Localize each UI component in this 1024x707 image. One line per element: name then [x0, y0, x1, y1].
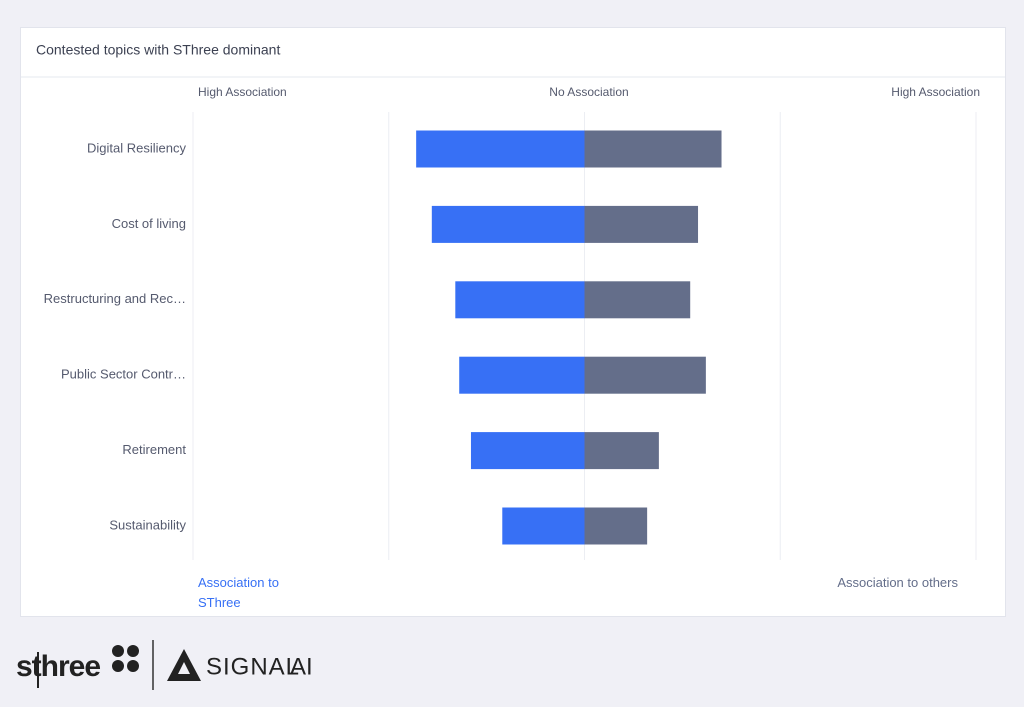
- y-tick-label: Cost of living: [112, 216, 186, 231]
- brand-dot: [112, 660, 124, 672]
- bar: [416, 130, 585, 168]
- brand-name: sthree: [16, 650, 100, 683]
- partner-name: SIGNAL: [206, 653, 300, 680]
- bar: [431, 205, 585, 243]
- legend-entry: Association to SThree: [198, 575, 279, 610]
- bar: [584, 205, 699, 243]
- bar: [584, 281, 691, 319]
- y-tick-label: Digital Resiliency: [87, 140, 186, 155]
- bar: [584, 130, 722, 168]
- bar: [584, 507, 648, 545]
- bar: [455, 281, 585, 319]
- brand-dot: [112, 645, 124, 657]
- bar: [502, 507, 585, 545]
- brand-dot: [127, 660, 139, 672]
- brand-logo: sthree: [16, 645, 139, 688]
- legend-entry: Association to others: [837, 575, 958, 590]
- bar: [584, 356, 706, 394]
- bar: [459, 356, 585, 394]
- partner-icon: [167, 649, 201, 681]
- bar: [470, 432, 585, 470]
- y-tick-label: Retirement: [122, 442, 186, 457]
- scale-label: High Association: [198, 85, 287, 99]
- bar: [584, 432, 659, 470]
- scale-label: High Association: [891, 85, 980, 99]
- y-tick-label: Restructuring and Rec…: [44, 291, 186, 306]
- partner-logo: SIGNAL AI: [167, 649, 313, 681]
- y-tick-label: Sustainability: [109, 517, 186, 532]
- partner-suffix: AI: [290, 653, 313, 680]
- brand-dot: [127, 645, 139, 657]
- scale-label: No Association: [549, 85, 628, 99]
- y-tick-label: Public Sector Contr…: [61, 367, 186, 382]
- chart-title: Contested topics with SThree dominant: [36, 42, 280, 58]
